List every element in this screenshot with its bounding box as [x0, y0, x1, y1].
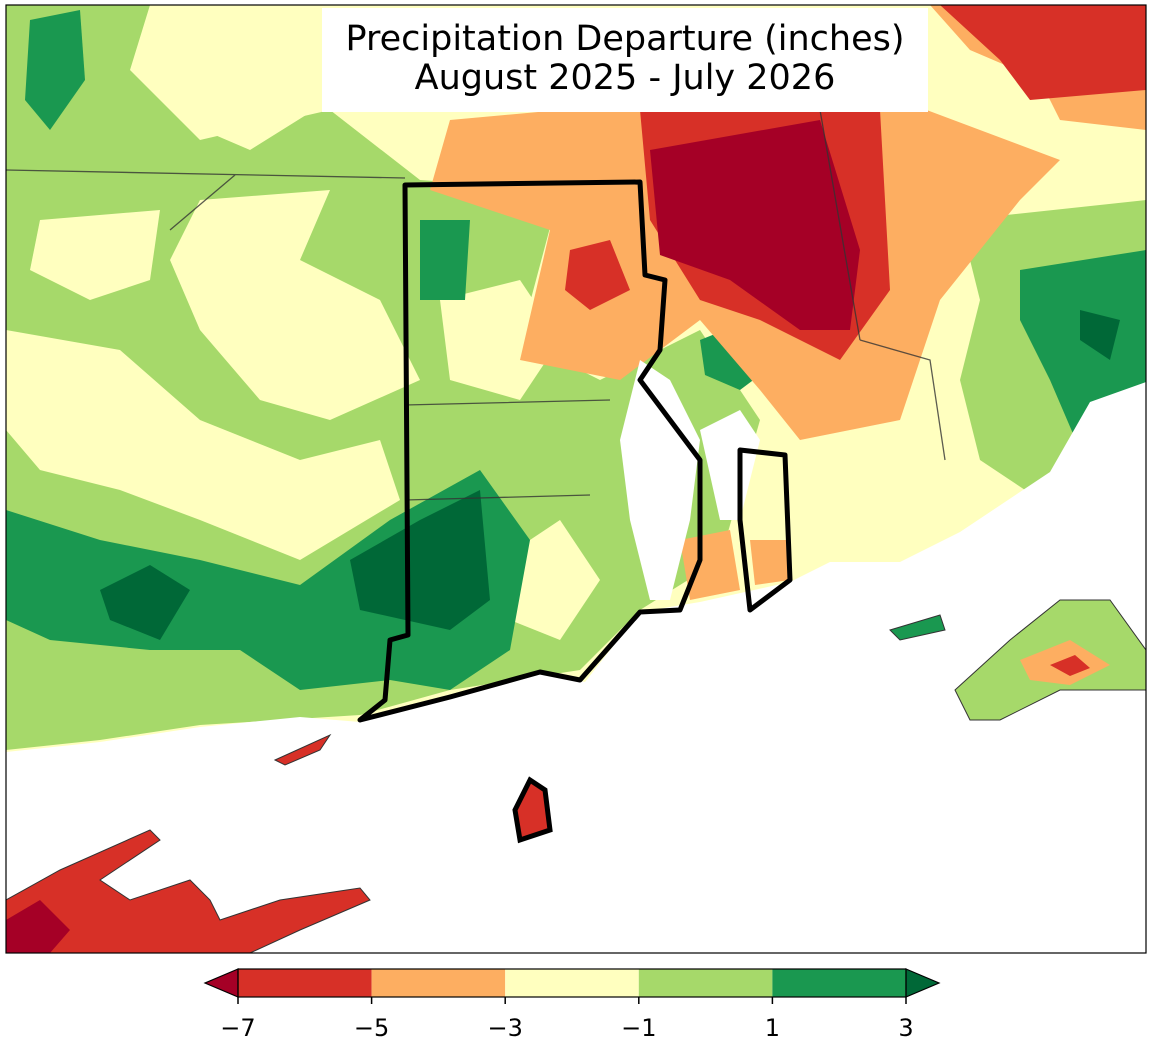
- title-box: [322, 8, 928, 112]
- colorbar-extend-low: [203, 968, 239, 998]
- ocean: [6, 382, 1146, 953]
- region: [25, 10, 85, 130]
- island: [273, 733, 332, 766]
- region: [420, 220, 470, 300]
- rhode-island-outline: [737, 447, 793, 613]
- colorbar-segment: [238, 969, 372, 997]
- rhode-island-outline: [357, 179, 703, 723]
- colorbar-segment: [505, 969, 639, 997]
- region: [6, 330, 400, 560]
- island: [889, 614, 946, 641]
- colorbar-tick-label: −1: [621, 1014, 656, 1042]
- colorbar-tick-label: −5: [354, 1014, 389, 1042]
- region: [440, 280, 560, 400]
- colorbar-tick-label: 1: [765, 1014, 780, 1042]
- region: [940, 5, 1146, 100]
- colorbar-tick-label: 3: [898, 1014, 913, 1042]
- colorbar-segment: [638, 969, 773, 997]
- bay: [620, 360, 700, 600]
- colorbar: −7 −5 −3 −1 1 3: [203, 968, 941, 1042]
- subtitle: August 2025 - July 2026: [415, 58, 836, 98]
- boundary: [6, 109, 946, 501]
- colorbar-segment: [371, 969, 506, 997]
- region: [1080, 310, 1120, 360]
- island: [512, 776, 553, 844]
- region: [150, 10, 330, 150]
- colorbar-extend-high: [905, 968, 941, 998]
- region: [565, 240, 630, 310]
- region: [100, 565, 190, 640]
- region: [30, 210, 160, 300]
- title: Precipitation Departure (inches): [345, 19, 904, 59]
- region: [170, 190, 420, 420]
- colorbar-segment: [772, 969, 906, 997]
- island: [6, 829, 371, 953]
- bay: [700, 410, 760, 520]
- colorbar-frame: [237, 968, 907, 998]
- map: [6, 5, 1146, 953]
- colorbar-tick-label: −7: [220, 1014, 255, 1042]
- island-region: [1050, 655, 1090, 676]
- region: [750, 540, 790, 585]
- map-frame: [5, 4, 1147, 954]
- colorbar-tick-label: −3: [488, 1014, 523, 1042]
- region: [350, 490, 490, 630]
- island-region: [6, 900, 70, 953]
- region: [680, 530, 740, 600]
- region: [650, 120, 860, 330]
